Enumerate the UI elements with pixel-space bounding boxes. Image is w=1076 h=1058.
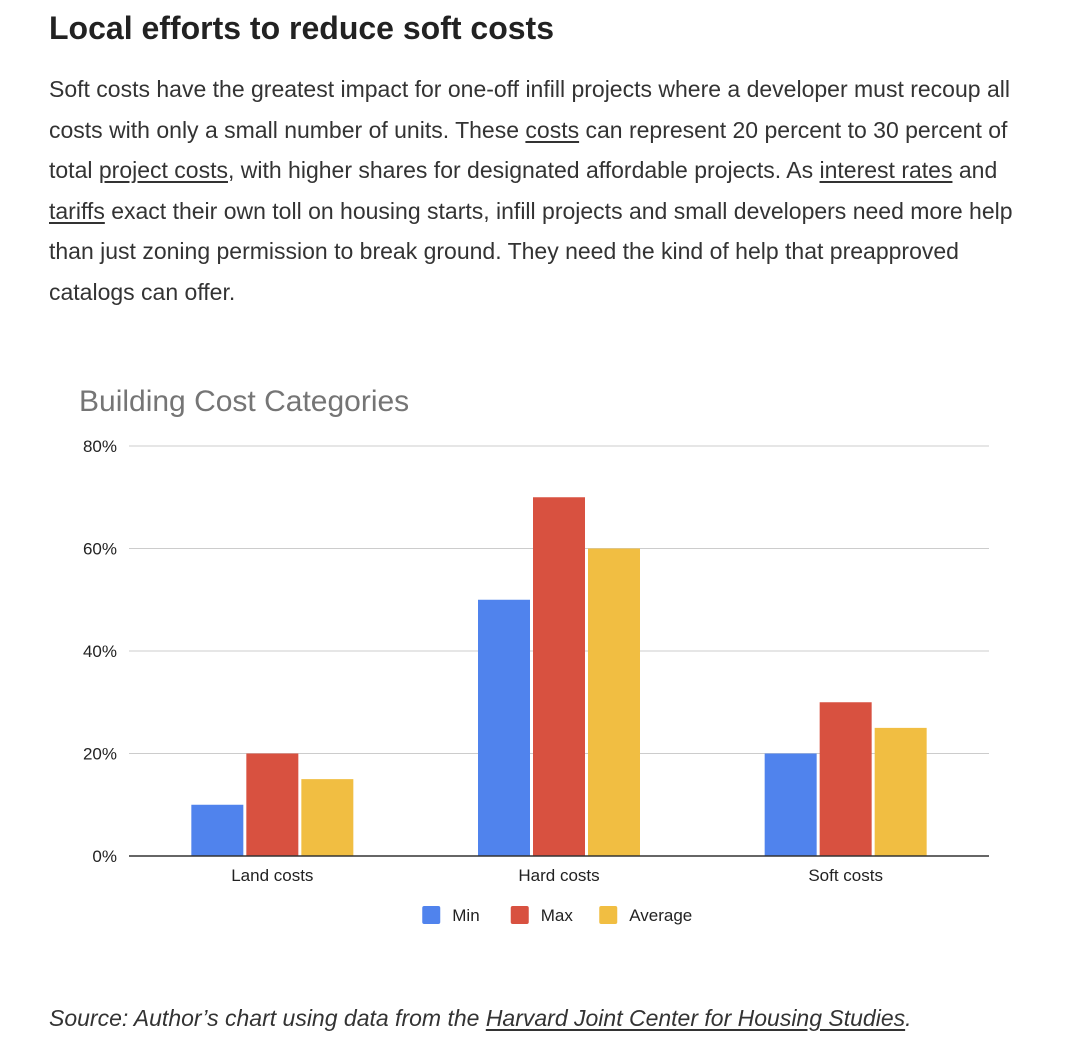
x-category-label: Land costs (231, 866, 313, 885)
source-prefix: Source: Author’s chart using data from t… (49, 1005, 486, 1031)
y-tick-label: 20% (83, 745, 117, 764)
legend-label: Average (629, 906, 692, 925)
bar-average (874, 727, 927, 856)
legend-swatch (599, 906, 618, 924)
legend-swatch (422, 906, 441, 924)
bar-min (478, 599, 530, 856)
y-tick-label: 60% (83, 540, 117, 559)
x-category-label: Hard costs (518, 866, 599, 885)
bar-max (819, 702, 872, 856)
bar-max (533, 497, 585, 856)
chart-canvas: Building Cost Categories 0% 20% 40% 60% 80% L… (79, 385, 989, 925)
bar-min (191, 804, 244, 856)
y-tick-label: 0% (92, 847, 117, 866)
y-tick-label: 80% (83, 437, 117, 456)
bar-min (764, 753, 817, 856)
paragraph-text: Soft costs have the greatest impact for … (49, 76, 1010, 143)
bar-average (588, 548, 640, 856)
bar-average (301, 779, 354, 856)
project-costs-link[interactable]: project costs (98, 157, 228, 183)
x-category-label: Soft costs (808, 866, 883, 885)
building-cost-chart: Building Cost Categories 0% 20% 40% 60% 80% L… (0, 370, 1076, 970)
costs-link[interactable]: costs (525, 116, 580, 143)
intro-paragraph: Soft costs have the greatest impact for … (49, 69, 1049, 312)
legend-swatch (510, 906, 529, 924)
tariffs-link[interactable]: tariffs (49, 197, 105, 224)
interest-rates-link[interactable]: interest rates (819, 157, 953, 183)
paragraph-text: , with higher shares for designated affo… (227, 157, 820, 183)
y-tick-label: 40% (83, 642, 117, 661)
legend-label: Min (452, 906, 479, 925)
chart-title: Building Cost Categories (79, 385, 409, 418)
paragraph-text: and (952, 157, 998, 183)
paragraph-text: can represent 20 percent to 30 percent o… (49, 116, 1008, 184)
legend-label: Max (541, 906, 574, 925)
article-heading: Local efforts to reduce soft costs (49, 10, 554, 46)
source-link[interactable]: Harvard Joint Center for Housing Studies (485, 1005, 906, 1031)
bar-max (246, 753, 299, 856)
source-suffix: . (905, 1005, 912, 1031)
source-caption: Source: Author’s chart using data from t… (49, 1001, 912, 1035)
paragraph-text: exact their own toll on housing starts, … (49, 197, 1013, 305)
